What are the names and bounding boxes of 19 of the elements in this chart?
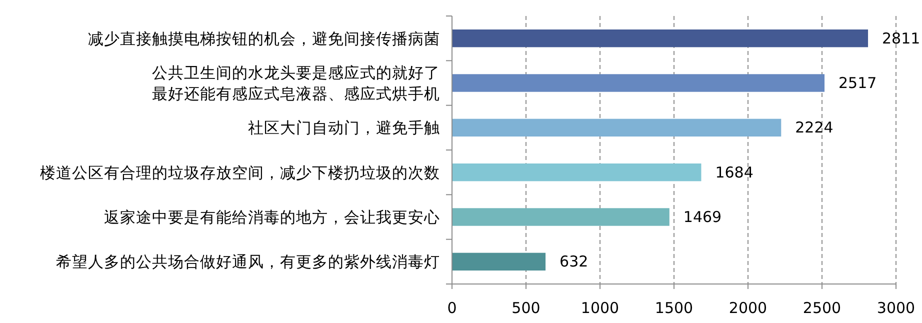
y-tick-label: 减少直接触摸电梯按钮的机会，避免间接传播病菌 — [88, 30, 440, 48]
x-tick-label: 2500 — [802, 299, 842, 317]
y-tick-label: 楼道公区有合理的垃圾存放空间，减少下楼扔垃圾的次数 — [40, 164, 440, 182]
x-tick-label: 1500 — [654, 299, 694, 317]
y-tick-label: 返家途中要是有能给消毒的地方，会让我更安心 — [104, 208, 440, 226]
x-tick-label: 1000 — [580, 299, 620, 317]
x-tick-label: 500 — [512, 299, 540, 317]
data-label: 2811 — [882, 29, 920, 48]
y-tick-label: 希望人多的公共场合做好通风，有更多的紫外线消毒灯 — [56, 253, 440, 272]
data-label: 2517 — [838, 74, 877, 92]
y-tick-label: 公共卫生间的水龙头要是感应式的就好了最好还能有感应式皂液器、感应式烘手机 — [152, 64, 440, 103]
data-label: 2224 — [795, 118, 834, 137]
y-tick-label: 社区大门自动门，避免手触 — [248, 119, 440, 138]
data-label: 1684 — [715, 163, 754, 182]
data-label: 632 — [560, 252, 588, 271]
x-tick-label: 0 — [447, 299, 457, 317]
x-tick-label: 3000 — [876, 299, 916, 317]
x-tick-label: 2000 — [728, 299, 768, 317]
data-label: 1469 — [683, 208, 722, 226]
